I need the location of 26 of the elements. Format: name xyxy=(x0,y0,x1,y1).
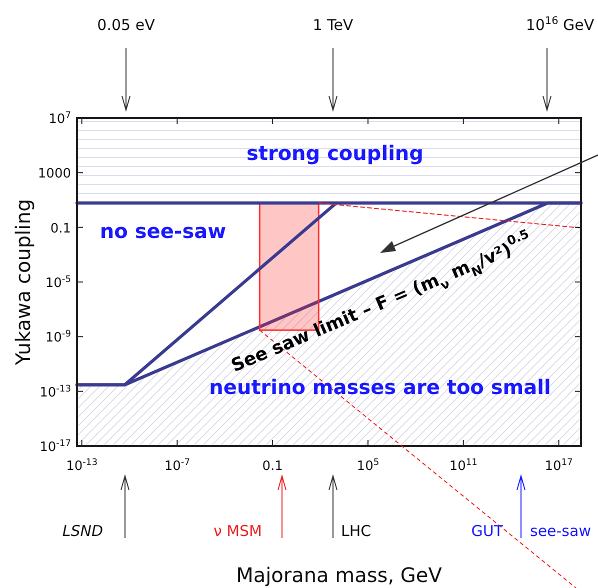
x-tick-label: 10$^{-7}$ xyxy=(164,458,190,474)
y-tick-label: 10$^{-13}$ xyxy=(40,384,72,400)
text: GUT xyxy=(471,522,504,540)
text: LHC xyxy=(341,522,372,540)
y-tick-label: 1000 xyxy=(38,166,71,182)
y-tick-label: 10$^{-17}$ xyxy=(40,439,72,455)
text: 1 TeV xyxy=(312,16,354,34)
annotation: strong coupling xyxy=(246,141,424,166)
annotation: no see-saw xyxy=(100,219,226,244)
text: 0.05 eV xyxy=(97,16,156,34)
x-tick-label: 10$^{-13}$ xyxy=(66,458,98,474)
y-tick-label: 10$^{-5}$ xyxy=(45,275,71,291)
text: ν MSM xyxy=(213,522,262,540)
y-tick-label: 10$^{7}$ xyxy=(48,111,72,127)
annotation: neutrino masses are too small xyxy=(209,375,551,400)
x-tick-label: 10$^{17}$ xyxy=(544,458,574,474)
x-tick-label: 10$^{11}$ xyxy=(449,458,478,474)
x-tick-label: 10$^{5}$ xyxy=(356,458,380,474)
text: 10$^{16}$ GeV xyxy=(526,15,595,34)
y-tick-label: 10$^{-9}$ xyxy=(45,330,72,346)
x-tick-label: 0.1 xyxy=(262,459,283,474)
y-tick-label: 0.1 xyxy=(50,221,71,236)
text: LSND xyxy=(62,522,103,540)
text: see-saw xyxy=(530,522,591,540)
x-axis-title: Majorana mass, GeV xyxy=(236,563,442,587)
y-axis-title: Yukawa coupling xyxy=(11,198,35,366)
